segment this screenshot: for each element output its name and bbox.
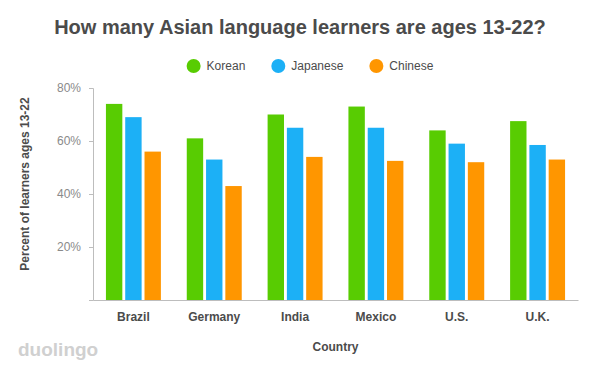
bar: [225, 186, 241, 300]
y-tick-mark: [89, 88, 93, 89]
bar: [125, 117, 141, 300]
legend: Korean Japanese Chinese: [187, 59, 434, 73]
bar: [348, 107, 364, 300]
legend-label: Chinese: [389, 59, 433, 73]
bar: [268, 115, 284, 301]
bar: [387, 161, 403, 300]
x-axis-line: [94, 300, 579, 301]
bar: [206, 160, 222, 300]
x-axis: Brazil Germany India Mexico U.S. U.K.: [94, 300, 579, 324]
bar: [306, 157, 322, 300]
y-tick-mark: [89, 247, 93, 248]
plot: 20% 40% 60% 80% Brazil Germany India Mexico U.S.…: [57, 81, 579, 323]
legend-item: Chinese: [369, 59, 433, 73]
y-axis-line: [89, 89, 94, 301]
x-tick-label: Brazil: [117, 310, 150, 324]
legend-swatch: [187, 59, 201, 73]
x-tick: U.K.: [526, 300, 550, 324]
x-tick: Germany: [188, 300, 240, 324]
title: How many Asian language learners are age…: [54, 16, 546, 38]
x-tick-label: U.S.: [445, 310, 468, 324]
y-tick-label: 60%: [57, 134, 81, 148]
x-tick-label: Germany: [188, 310, 240, 324]
bar: [106, 104, 122, 300]
chart: 20% 40% 60% 80% Brazil Germany India Mexico U.S.…: [0, 0, 600, 371]
x-tick: U.S.: [445, 300, 468, 324]
y-axis-title: Percent of learners ages 13-22: [18, 97, 32, 271]
legend-item: Japanese: [271, 59, 343, 73]
legend-label: Japanese: [291, 59, 343, 73]
bar: [510, 121, 526, 300]
bar: [549, 160, 565, 300]
y-axis: 20% 40% 60% 80%: [57, 81, 94, 300]
x-tick: Mexico: [356, 300, 397, 324]
bar: [145, 152, 161, 300]
x-tick-label: India: [281, 310, 309, 324]
bar: [529, 145, 545, 300]
bar-series: [106, 104, 527, 300]
y-tick: 60%: [57, 134, 93, 148]
bar: [287, 128, 303, 300]
x-axis-title: Country: [313, 340, 359, 354]
y-tick: 40%: [57, 187, 93, 201]
bar: [449, 144, 465, 300]
y-tick: 20%: [57, 240, 93, 254]
x-tick-label: Mexico: [356, 310, 397, 324]
y-tick-label: 20%: [57, 240, 81, 254]
legend-item: Korean: [187, 59, 246, 73]
legend-swatch: [369, 59, 383, 73]
x-tick: Brazil: [117, 300, 150, 324]
y-tick-label: 40%: [57, 187, 81, 201]
legend-swatch: [271, 59, 285, 73]
y-tick: 80%: [57, 81, 93, 95]
bars: [106, 104, 565, 300]
bar: [468, 162, 484, 300]
bar: [429, 130, 445, 300]
bar: [368, 128, 384, 300]
y-tick-label: 80%: [57, 81, 81, 95]
legend-label: Korean: [207, 59, 246, 73]
bar-series: [125, 117, 546, 300]
y-tick-mark: [89, 141, 93, 142]
x-tick-label: U.K.: [526, 310, 550, 324]
y-tick-mark: [89, 194, 93, 195]
bar-series: [145, 152, 566, 300]
x-tick: India: [281, 300, 309, 324]
bar: [187, 138, 203, 300]
watermark: duolingo: [18, 339, 98, 360]
